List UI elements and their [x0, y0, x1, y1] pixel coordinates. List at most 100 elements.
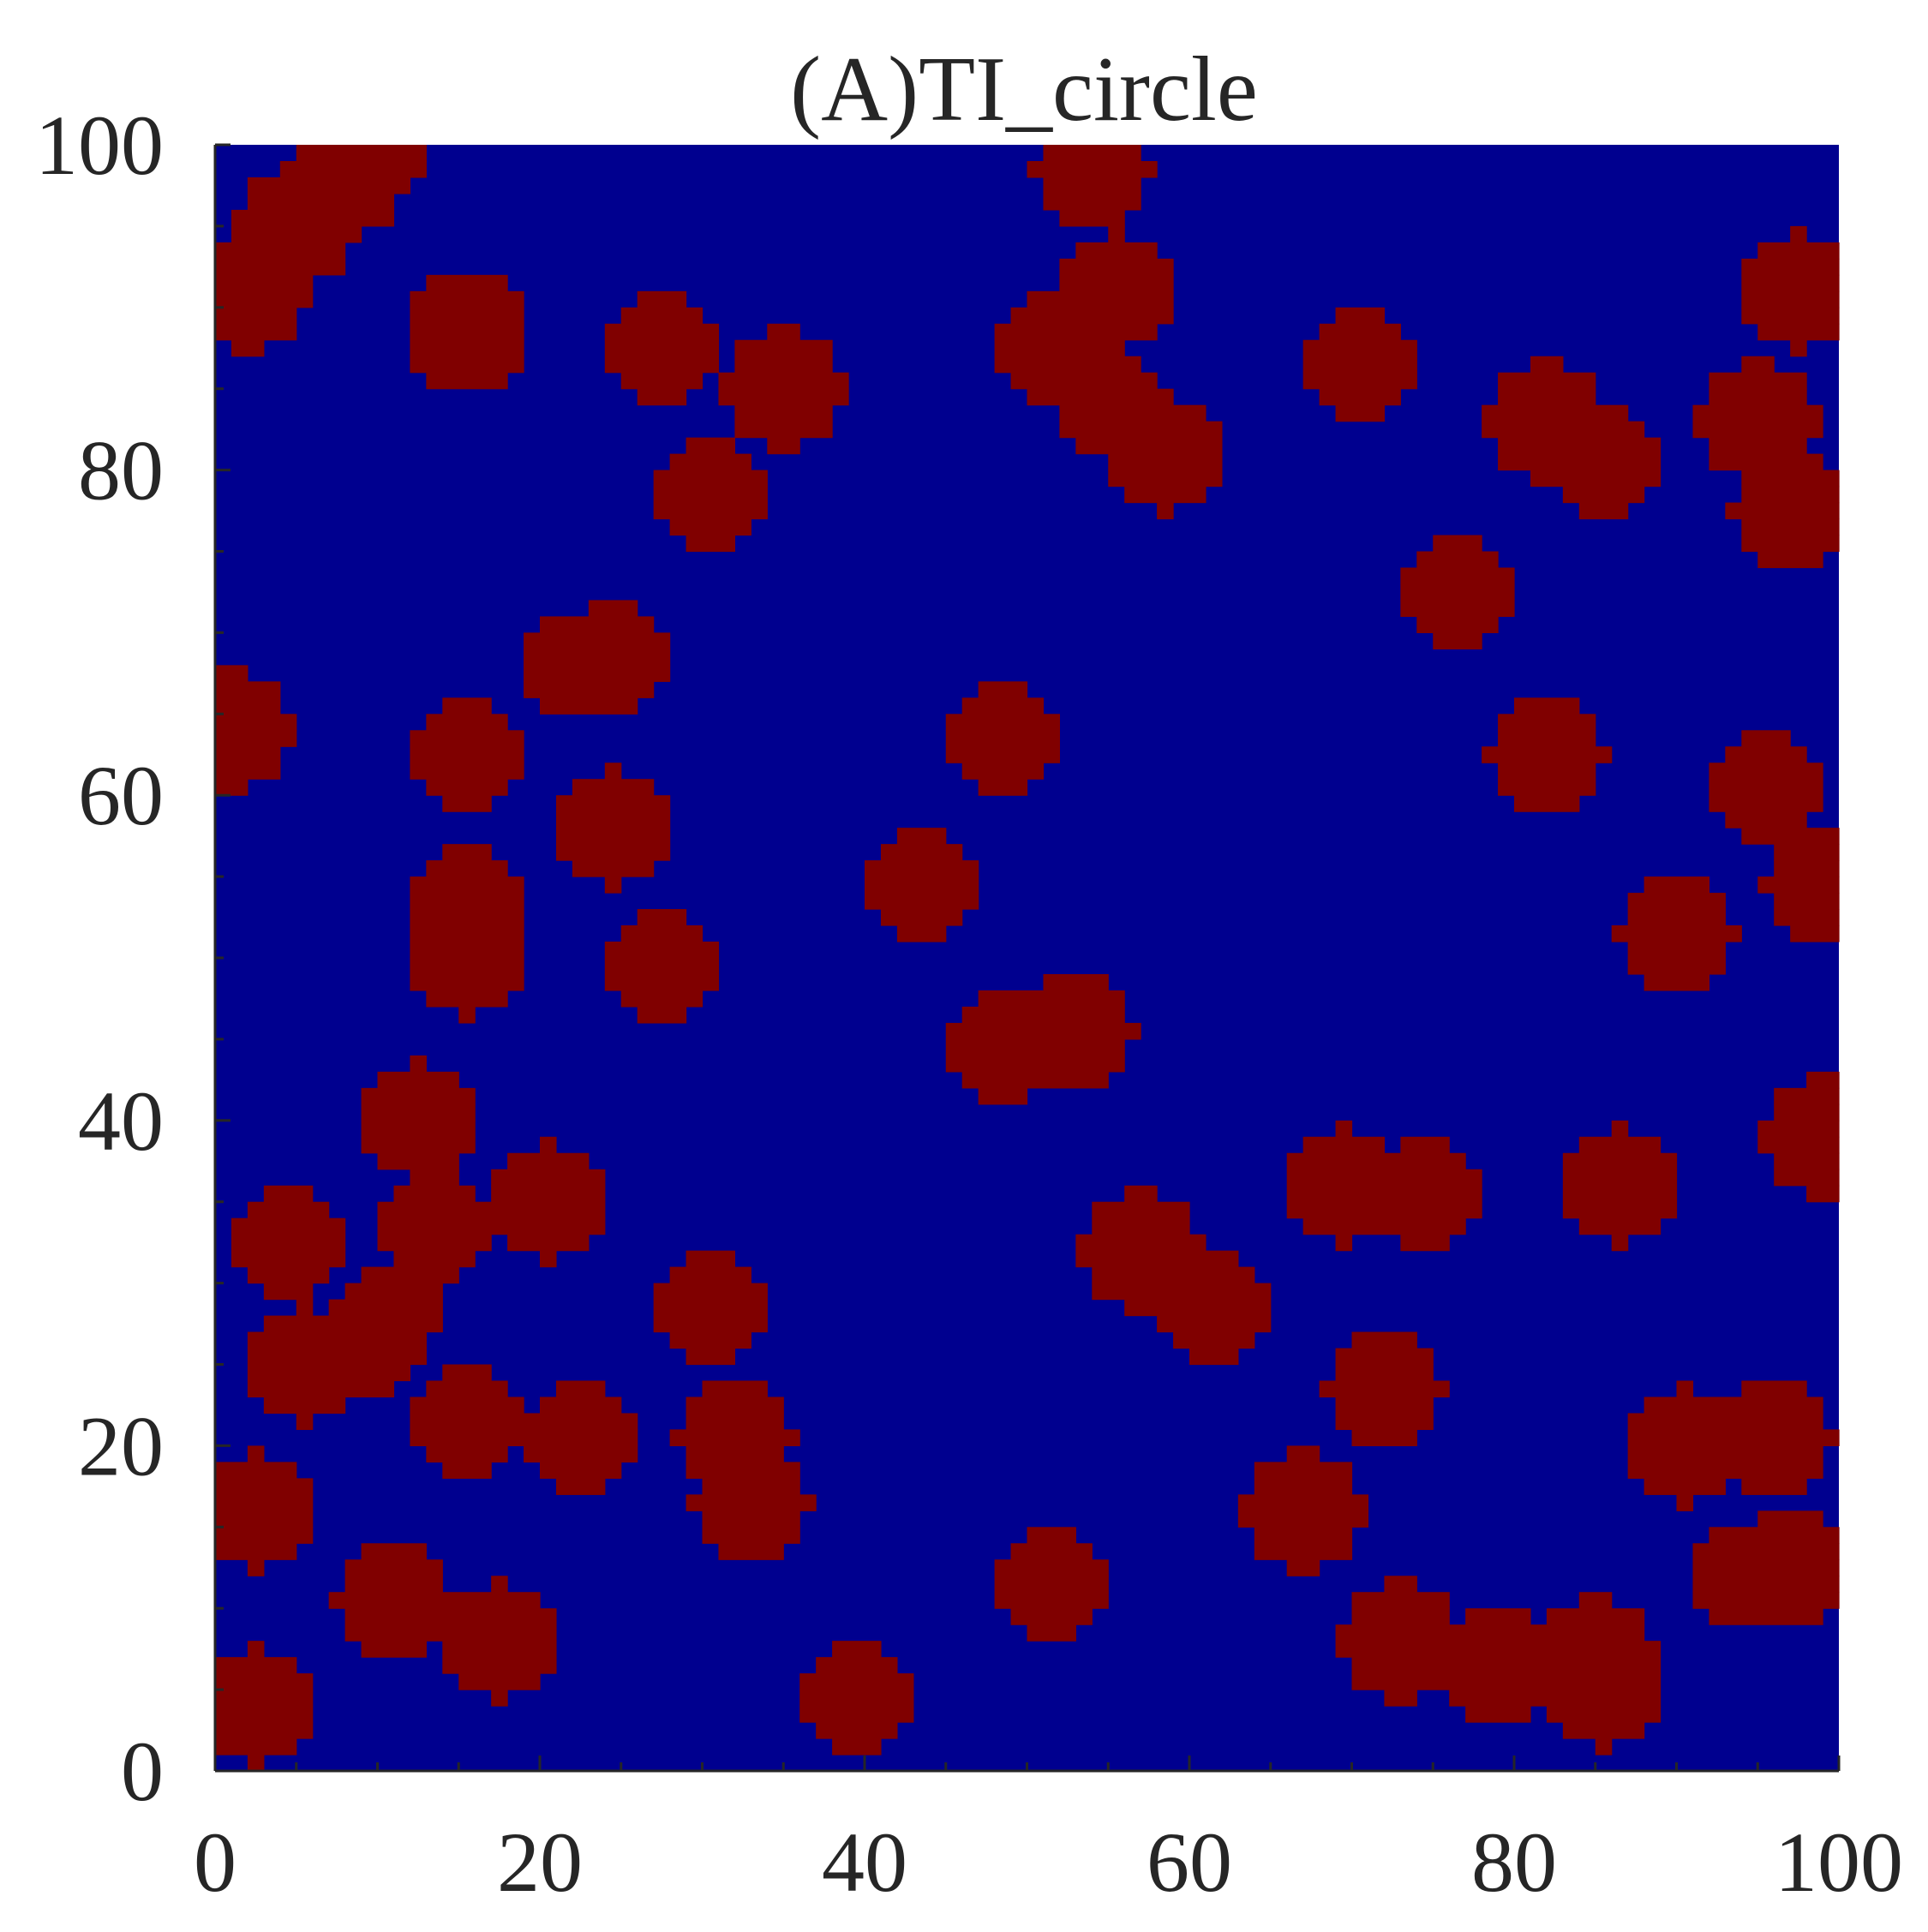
heatmap-cell-run: [994, 339, 1125, 357]
heatmap-cell-run: [686, 1445, 784, 1462]
heatmap-cell-run: [799, 1673, 914, 1690]
heatmap-cell-run: [669, 1266, 751, 1284]
heatmap-cell-run: [1124, 1299, 1272, 1317]
heatmap-cell-run: [1416, 616, 1499, 633]
heatmap-cell-run: [377, 1201, 606, 1219]
heatmap-cell-run: [1335, 1364, 1434, 1382]
heatmap-cell-run: [1498, 453, 1662, 471]
heatmap-cell-run: [686, 1348, 735, 1366]
heatmap-cell-run: [426, 372, 508, 390]
heatmap-cell-run: [410, 1169, 459, 1187]
heatmap-cell-run: [1400, 1136, 1450, 1154]
heatmap-cell-run: [263, 1283, 314, 1301]
heatmap-cell-run: [344, 1576, 443, 1593]
heatmap-cell-run: [896, 828, 947, 845]
heatmap-cell-run: [215, 1706, 314, 1723]
heatmap-cell-run: [1400, 567, 1515, 585]
heatmap-cell-run: [1562, 1185, 1678, 1203]
heatmap-cell-run: [410, 1429, 638, 1446]
heatmap-cell-run: [247, 1559, 265, 1576]
heatmap-cell-run: [620, 925, 704, 942]
heatmap-cell-run: [1351, 1331, 1417, 1349]
heatmap-cell-run: [215, 1543, 297, 1560]
heatmap-cell-run: [263, 1185, 314, 1203]
heatmap-cell-run: [978, 990, 1125, 1008]
heatmap-cell-run: [1173, 1331, 1255, 1349]
heatmap-cell-run: [1774, 860, 1840, 877]
x-tick-label: 100: [1775, 1815, 1903, 1910]
heatmap-cell-run: [540, 1397, 622, 1415]
heatmap-cell-run: [1741, 356, 1775, 374]
heatmap-cell-run: [653, 486, 768, 504]
heatmap-cell-run: [1546, 1706, 1662, 1723]
heatmap-cell-run: [572, 860, 655, 877]
heatmap-cell-run: [1254, 1462, 1353, 1479]
heatmap-cell-run: [718, 388, 849, 406]
heatmap-cell-run: [1482, 746, 1613, 763]
heatmap-cell-run: [1562, 1722, 1645, 1739]
heatmap-cell-run: [1562, 1201, 1678, 1219]
heatmap-cell-run: [1790, 925, 1840, 942]
heatmap-cell-run: [945, 1055, 1125, 1073]
heatmap-cell-run: [344, 1283, 443, 1301]
heatmap-cell-run: [653, 1315, 768, 1333]
heatmap-cell-run: [426, 1445, 508, 1462]
heatmap-cell-run: [1757, 323, 1840, 341]
heatmap-cell-run: [231, 225, 362, 243]
heatmap-cell-run: [994, 356, 1141, 374]
heatmap-cell-run: [1092, 1283, 1272, 1301]
heatmap-cell-run: [1059, 274, 1174, 292]
heatmap-cell-run: [215, 323, 297, 341]
heatmap-cell-run: [215, 242, 346, 260]
heatmap-cell-run: [604, 876, 622, 894]
heatmap-cell-run: [1302, 339, 1417, 357]
heatmap-cell-run: [410, 973, 524, 991]
heatmap-cell-run: [1774, 844, 1840, 861]
heatmap-cell-run: [1578, 502, 1629, 520]
heatmap-cell-run: [540, 616, 655, 633]
heatmap-cell-run: [1092, 1201, 1190, 1219]
heatmap-cell-run: [1595, 1738, 1613, 1756]
heatmap-cell-run: [669, 1429, 800, 1446]
heatmap-cell-run: [1400, 583, 1515, 601]
heatmap-cell-run: [1075, 242, 1158, 260]
heatmap-cell-run: [296, 1413, 314, 1431]
heatmap-cell-run: [961, 1006, 1125, 1024]
heatmap-cell-run: [1010, 1608, 1093, 1625]
heatmap-cell-run: [1449, 1690, 1662, 1707]
heatmap-cell-run: [572, 779, 655, 796]
heatmap-cell-run: [215, 730, 297, 747]
heatmap-cell-run: [1806, 1185, 1840, 1203]
x-tick-label: 80: [1471, 1815, 1557, 1910]
heatmap-cell-run: [410, 1055, 427, 1073]
heatmap-cell-run: [1059, 404, 1206, 422]
heatmap-cell-run: [880, 844, 963, 861]
y-tick-label: 20: [78, 1398, 164, 1493]
heatmap-cell-run: [215, 307, 297, 325]
heatmap-cell-run: [1741, 290, 1840, 308]
heatmap-cell-run: [426, 860, 508, 877]
heatmap-cell-run: [1124, 486, 1206, 504]
heatmap-cell-run: [1286, 1201, 1482, 1219]
heatmap-cell-run: [1498, 779, 1596, 796]
heatmap-cell-run: [1351, 1592, 1450, 1609]
heatmap-cell-run: [410, 925, 524, 942]
heatmap-cell-run: [1546, 1608, 1645, 1625]
heatmap-cell-run: [1286, 1152, 1466, 1170]
heatmap-cell-run: [410, 356, 524, 374]
heatmap-cell-run: [1384, 1690, 1417, 1707]
heatmap-cell-run: [702, 1380, 768, 1398]
heatmap-cell-run: [604, 942, 720, 959]
heatmap-cell-run: [555, 1380, 606, 1398]
heatmap-cell-run: [555, 844, 671, 861]
heatmap-cell-run: [1465, 1706, 1531, 1723]
heatmap-cell-run: [637, 290, 687, 308]
heatmap-cell-run: [1302, 1136, 1385, 1154]
heatmap-cell-run: [247, 1266, 330, 1284]
heatmap-cell-run: [653, 502, 768, 520]
heatmap-cell-run: [524, 1445, 638, 1462]
heatmap-cell-run: [1774, 1152, 1840, 1170]
heatmap-cell-run: [1010, 307, 1174, 325]
heatmap-cell-run: [1498, 372, 1596, 390]
